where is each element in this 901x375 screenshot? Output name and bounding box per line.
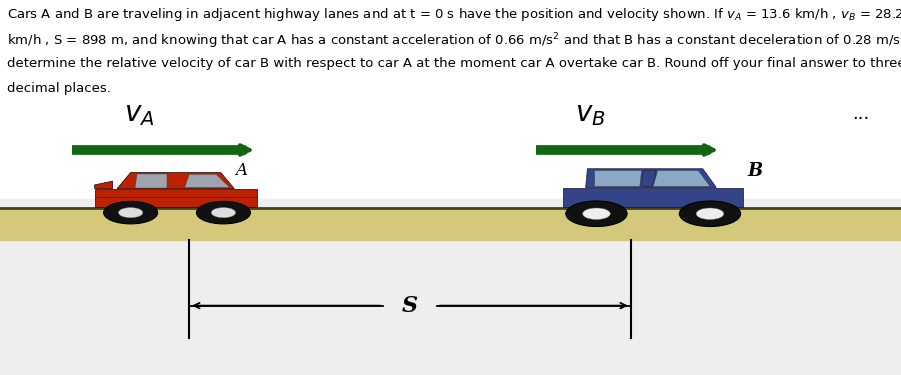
Circle shape xyxy=(104,201,158,224)
Text: Cars A and B are traveling in adjacent highway lanes and at t = 0 s have the pos: Cars A and B are traveling in adjacent h… xyxy=(7,6,901,22)
Circle shape xyxy=(696,208,724,219)
Text: ...: ... xyxy=(851,105,869,123)
Text: $\mathbf{\mathit{v}}_B$: $\mathbf{\mathit{v}}_B$ xyxy=(575,101,605,128)
Circle shape xyxy=(196,201,250,224)
Polygon shape xyxy=(586,169,716,188)
Circle shape xyxy=(119,208,142,218)
Polygon shape xyxy=(95,181,113,189)
Polygon shape xyxy=(642,171,656,186)
Text: S: S xyxy=(402,295,418,316)
Circle shape xyxy=(211,208,236,218)
Text: decimal places.: decimal places. xyxy=(7,82,111,95)
Text: A: A xyxy=(235,162,248,179)
Polygon shape xyxy=(117,172,234,189)
Text: km/h , S = 898 m, and knowing that car A has a constant acceleration of 0.66 m/s: km/h , S = 898 m, and knowing that car A… xyxy=(7,31,901,51)
Text: $\mathbf{\mathit{v}}_A$: $\mathbf{\mathit{v}}_A$ xyxy=(124,101,155,128)
Polygon shape xyxy=(135,174,167,188)
Circle shape xyxy=(566,201,627,226)
Text: B: B xyxy=(748,162,762,180)
Circle shape xyxy=(583,208,610,219)
Bar xyxy=(0,208,901,240)
Polygon shape xyxy=(653,171,710,186)
Polygon shape xyxy=(563,188,743,207)
Bar xyxy=(0,199,901,375)
Text: determine the relative velocity of car B with respect to car A at the moment car: determine the relative velocity of car B… xyxy=(7,57,901,70)
Polygon shape xyxy=(95,189,257,207)
Polygon shape xyxy=(595,171,642,186)
Polygon shape xyxy=(185,174,230,188)
Circle shape xyxy=(679,201,741,226)
